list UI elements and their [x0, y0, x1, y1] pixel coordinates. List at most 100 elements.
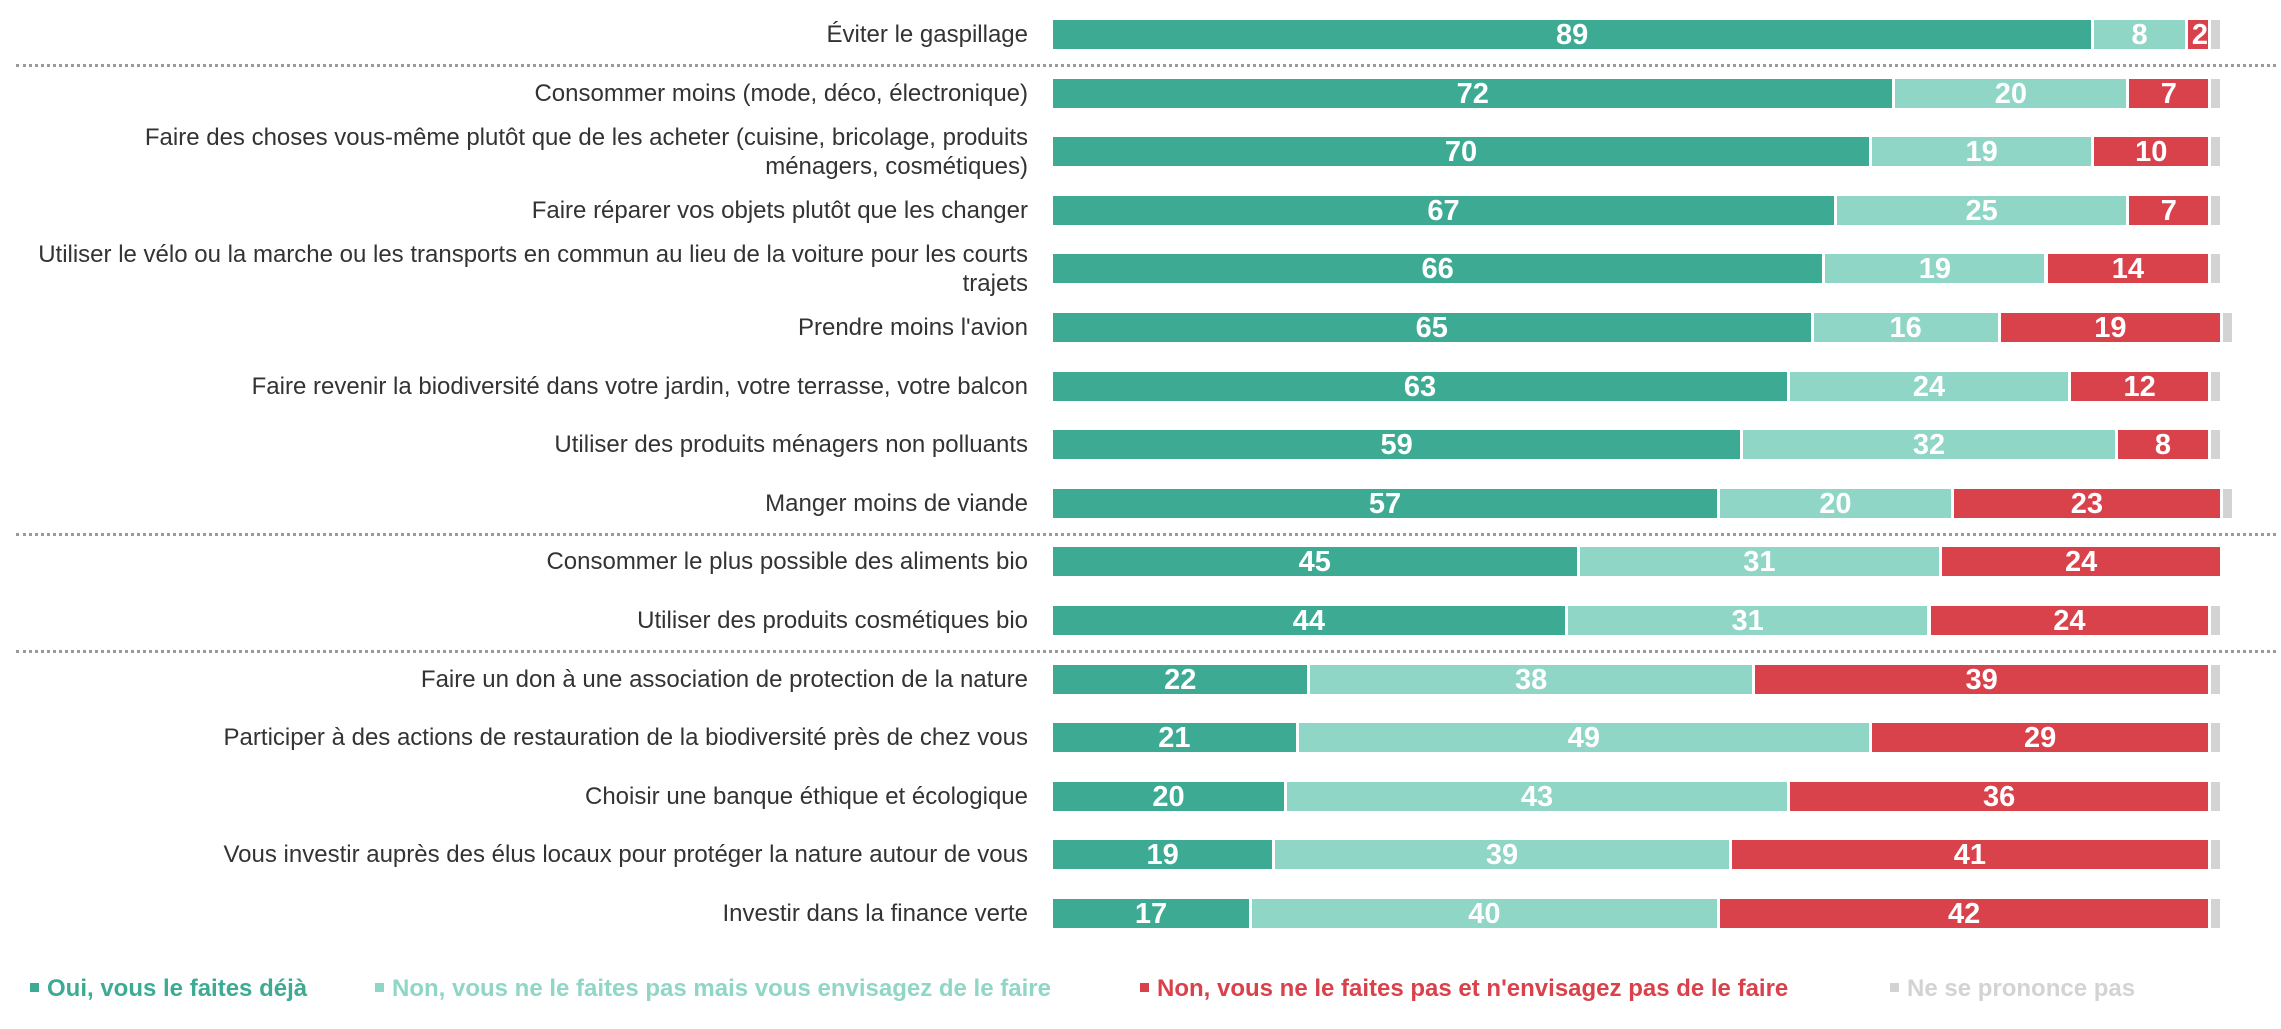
- bar-segment: [1053, 723, 1296, 753]
- bar-value-label: 12: [2123, 370, 2156, 403]
- row-label: Manger moins de viande: [765, 489, 1028, 517]
- row-label: Faire des choses vous-même plutôt que de…: [144, 123, 1028, 180]
- bar-segment: [1053, 195, 1834, 225]
- row-label: Utiliser le vélo ou la marche ou les tra…: [38, 240, 1028, 297]
- bar-segment: [1930, 606, 2209, 635]
- chart-rows: Éviter le gaspillage 89 8 2 Consommer moins …: [16, 19, 2276, 930]
- bar-segment: [1310, 664, 1752, 694]
- bar-segment: [2223, 488, 2232, 518]
- bar-segment: [1567, 606, 1928, 635]
- bar-segment: [2211, 137, 2220, 167]
- bar-segment: [2211, 20, 2220, 49]
- bar-segment: [1942, 547, 2220, 577]
- bar-segment: [1719, 488, 1951, 518]
- row-label: Vous investir auprès des élus locaux pou…: [223, 841, 1029, 869]
- bar-value-label: 72: [1456, 77, 1489, 110]
- bar-value-label: 22: [1164, 663, 1197, 696]
- bar-segment: [2211, 664, 2220, 694]
- bar-value-label: 70: [1444, 136, 1478, 169]
- bar-value-label: 36: [1983, 780, 2016, 813]
- bar-value-label: 89: [1556, 19, 1589, 51]
- legend-label: Ne se prononce pas: [1907, 975, 2136, 1002]
- row-label: Consommer moins (mode, déco, électroniqu…: [534, 79, 1028, 107]
- bar-value-label: 66: [1421, 253, 1454, 286]
- bar-value-label: 17: [1134, 898, 1168, 930]
- legend-swatch: [1890, 983, 1899, 993]
- bar-segment: [1053, 547, 1577, 577]
- row-label: Utiliser des produits ménagers non pollu…: [554, 431, 1028, 459]
- bar-segment: [2129, 195, 2209, 225]
- bar-segment: [1579, 547, 1940, 577]
- bar-value-label: 23: [2070, 487, 2104, 520]
- bar-segment: [1825, 254, 2045, 284]
- bar-value-label: 7: [2160, 77, 2177, 110]
- bar-segment: [2000, 313, 2220, 342]
- bar-segment: [2070, 371, 2209, 401]
- bar-segment: [1053, 606, 1565, 635]
- bar-value-label: 32: [1912, 429, 1946, 462]
- bar-segment: [2211, 78, 2220, 108]
- bar-segment: [1053, 840, 1273, 870]
- bar-segment: [1053, 20, 2092, 49]
- bar-segment: [1053, 664, 1308, 694]
- bar-value-label: 19: [1918, 253, 1951, 286]
- row-label: Investir dans la finance verte: [722, 900, 1029, 927]
- bar-segment: [1053, 78, 1893, 108]
- bar-segment: [2223, 313, 2232, 342]
- legend-item: Non, vous ne le faites pas mais vous env…: [375, 974, 1051, 1004]
- legend-item: Oui, vous le faites déjà: [30, 974, 307, 1004]
- bar-segment: [1755, 664, 2209, 694]
- group-separator: [16, 63, 2276, 67]
- bar-segment: [1953, 488, 2220, 518]
- bar-value-label: 24: [2053, 605, 2086, 637]
- row-label: Faire revenir la biodiversité dans votre…: [251, 372, 1028, 400]
- bar-value-label: 19: [2094, 312, 2127, 344]
- bar-value-label: 21: [1158, 722, 1191, 755]
- bar-segment: [1053, 137, 1869, 167]
- bar-value-label: 24: [2064, 546, 2098, 579]
- legend-label: Non, vous ne le faites pas mais vous env…: [392, 975, 1051, 1002]
- bar-segment: [1053, 254, 1823, 284]
- legend-swatch: [375, 983, 384, 993]
- bar-value-label: 40: [1468, 898, 1501, 930]
- bar-segment: [1731, 840, 2209, 870]
- bar-segment: [2211, 254, 2220, 284]
- bar-value-label: 31: [1743, 546, 1776, 579]
- bar-value-label: 59: [1380, 429, 1413, 462]
- bar-segment: [1053, 371, 1788, 401]
- legend-label: Oui, vous le faites déjà: [47, 975, 308, 1002]
- row-label: Prendre moins l'avion: [797, 314, 1028, 341]
- bar-value-label: 65: [1415, 312, 1448, 344]
- bar-value-label: 20: [1994, 77, 2028, 110]
- bar-segment: [1872, 137, 2092, 167]
- row-label: Choisir une banque éthique et écologique: [584, 782, 1028, 810]
- bar-value-label: 39: [1965, 663, 1998, 696]
- legend-item: Ne se prononce pas: [1890, 974, 2135, 1004]
- bar-segment: [2094, 137, 2209, 167]
- bar-value-label: 25: [1965, 194, 1998, 227]
- bar-value-label: 14: [2111, 253, 2145, 286]
- bar-value-label: 44: [1292, 605, 1326, 637]
- bar-value-label: 49: [1567, 722, 1600, 755]
- bar-segment: [1053, 313, 1811, 342]
- group-separator: [16, 649, 2276, 653]
- bar-segment: [1836, 195, 2127, 225]
- bar-value-label: 8: [2131, 19, 2148, 51]
- bar-segment: [2211, 899, 2220, 928]
- bar-segment: [2129, 78, 2209, 108]
- bar-value-label: 19: [1965, 136, 1998, 169]
- bar-value-label: 45: [1298, 546, 1331, 579]
- bar-value-label: 31: [1731, 605, 1764, 637]
- bar-value-label: 38: [1515, 663, 1548, 696]
- bar-value-label: 39: [1485, 839, 1519, 872]
- bar-value-label: 16: [1889, 312, 1922, 344]
- bar-segment: [2047, 254, 2209, 284]
- bar-value-label: 2: [2191, 19, 2208, 51]
- bar-value-label: 20: [1152, 780, 1185, 813]
- legend-label: Non, vous ne le faites pas et n'envisage…: [1157, 975, 1789, 1002]
- bar-value-label: 24: [1912, 370, 1946, 403]
- bar-segment: [2211, 840, 2220, 870]
- bar-segment: [1813, 313, 1998, 342]
- bar-segment: [1275, 840, 1729, 870]
